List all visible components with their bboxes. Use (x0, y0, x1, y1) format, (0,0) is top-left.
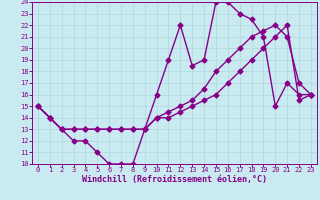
X-axis label: Windchill (Refroidissement éolien,°C): Windchill (Refroidissement éolien,°C) (82, 175, 267, 184)
